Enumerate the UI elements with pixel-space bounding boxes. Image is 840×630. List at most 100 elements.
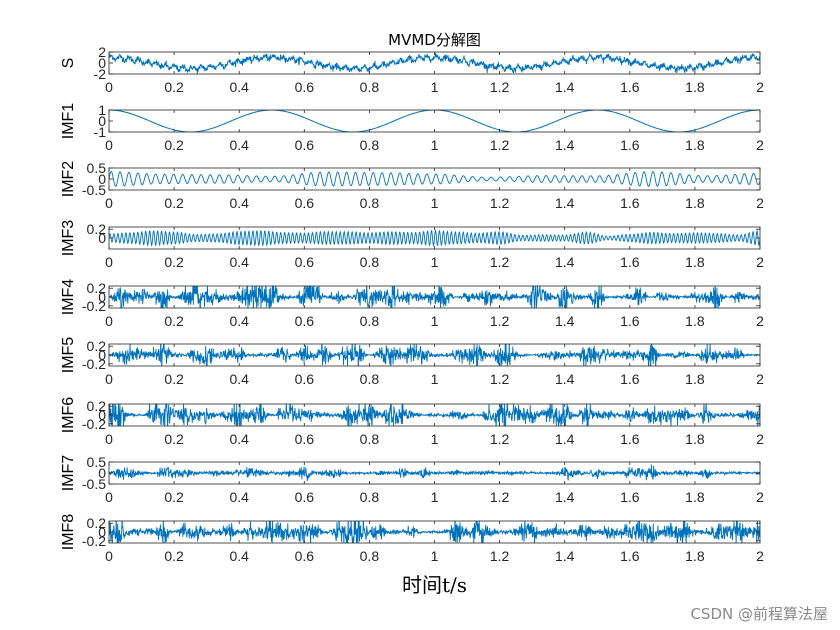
x-tick-label: 0.2 <box>164 313 184 329</box>
x-tick-label: 0.2 <box>164 195 184 211</box>
y-tick-label: -0.2 <box>82 416 106 432</box>
x-tick-label: 1 <box>431 548 439 564</box>
x-tick-label: 1.2 <box>490 195 510 211</box>
x-tick-label: 1.8 <box>685 195 705 211</box>
x-tick-label: 1.6 <box>620 371 640 387</box>
x-tick-label: 1.6 <box>620 548 640 564</box>
series-line-imf4 <box>109 286 760 308</box>
watermark: CSDN @前程算法屋 <box>690 605 828 623</box>
x-tick-label: 2 <box>756 431 764 447</box>
x-tick-label: 1.4 <box>555 254 575 270</box>
y-tick-label: -0.5 <box>82 182 106 198</box>
x-tick-label: 2 <box>756 254 764 270</box>
y-tick-label: 0.2 <box>87 280 107 296</box>
x-tick-label: 2 <box>756 371 764 387</box>
x-tick-label: 0.8 <box>360 548 380 564</box>
x-tick-label: 1.2 <box>490 254 510 270</box>
y-tick-label: -0.2 <box>82 356 106 372</box>
y-tick-label: 0.5 <box>87 454 107 470</box>
x-tick-label: 1.8 <box>685 137 705 153</box>
x-tick-label: 1 <box>431 254 439 270</box>
series-line-imf5 <box>109 344 760 366</box>
x-tick-label: 1.2 <box>490 431 510 447</box>
x-tick-label: 0.2 <box>164 431 184 447</box>
x-tick-label: 1 <box>431 79 439 95</box>
axes-box <box>108 167 761 191</box>
x-tick-label: 1.4 <box>555 137 575 153</box>
x-tick-label: 1 <box>431 371 439 387</box>
series-line-imf1 <box>109 110 760 132</box>
x-tick-label: 1.4 <box>555 548 575 564</box>
y-tick-label: 0.5 <box>87 160 107 176</box>
x-tick-label: 0.4 <box>229 548 249 564</box>
x-tick-label: 1.2 <box>490 313 510 329</box>
x-tick-label: 1 <box>431 313 439 329</box>
x-tick-label: 0.8 <box>360 431 380 447</box>
x-tick-label: 0.4 <box>229 431 249 447</box>
y-tick-label: -0.2 <box>82 298 106 314</box>
y-tick-label: 0 <box>98 347 106 363</box>
axes-box <box>108 109 761 133</box>
x-tick-label: 0.6 <box>295 371 315 387</box>
x-tick-label: 0.2 <box>164 254 184 270</box>
y-tick-label: -0.2 <box>82 533 106 549</box>
y-tick-label: 0.2 <box>87 398 107 414</box>
x-tick-label: 2 <box>756 489 764 505</box>
x-tick-label: 0.6 <box>295 79 315 95</box>
x-tick-label: 1.8 <box>685 431 705 447</box>
y-tick-label: 0.2 <box>87 515 107 531</box>
x-tick-label: 0 <box>105 489 113 505</box>
x-tick-label: 0.6 <box>295 137 315 153</box>
x-tick-label: 0.4 <box>229 79 249 95</box>
x-tick-label: 0.4 <box>229 371 249 387</box>
x-tick-label: 2 <box>756 137 764 153</box>
y-tick-label: 2 <box>98 44 106 60</box>
series-line-imf7 <box>109 464 760 482</box>
y-tick-label: 0 <box>98 524 106 540</box>
x-tick-label: 0.8 <box>360 79 380 95</box>
x-tick-label: 0.4 <box>229 489 249 505</box>
x-tick-label: 1.4 <box>555 371 575 387</box>
y-axis-label: IMF5 <box>60 337 77 374</box>
x-tick-label: 0.2 <box>164 137 184 153</box>
x-tick-label: 0.2 <box>164 371 184 387</box>
x-tick-label: 0.4 <box>229 195 249 211</box>
x-tick-label: 1.6 <box>620 431 640 447</box>
x-tick-label: 1 <box>431 137 439 153</box>
x-tick-label: 1.6 <box>620 79 640 95</box>
x-tick-label: 1.8 <box>685 313 705 329</box>
y-tick-label: 0 <box>98 465 106 481</box>
x-tick-label: 0.8 <box>360 137 380 153</box>
y-axis-label: IMF4 <box>60 279 77 316</box>
x-tick-label: 0.6 <box>295 195 315 211</box>
x-tick-label: 1.4 <box>555 489 575 505</box>
x-tick-label: 0.4 <box>229 254 249 270</box>
x-tick-label: 1.4 <box>555 313 575 329</box>
y-tick-label: 0.2 <box>87 221 107 237</box>
x-tick-label: 0.6 <box>295 548 315 564</box>
x-tick-label: 2 <box>756 313 764 329</box>
x-tick-label: 0.4 <box>229 137 249 153</box>
y-axis-label: IMF3 <box>60 220 77 257</box>
x-tick-label: 1.8 <box>685 548 705 564</box>
x-tick-label: 1.8 <box>685 489 705 505</box>
x-tick-label: 1.4 <box>555 79 575 95</box>
panel-s: 0 0.2 0.4 0.6 0.8 1 1.2 1.4 1.6 1.8 220-2S <box>60 44 764 95</box>
y-axis-label: IMF2 <box>60 161 77 198</box>
y-axis-label: IMF7 <box>60 455 77 492</box>
x-tick-label: 2 <box>756 195 764 211</box>
x-tick-label: 0.2 <box>164 79 184 95</box>
y-axis-label: IMF8 <box>60 514 77 551</box>
series-line-imf3 <box>109 229 760 247</box>
y-tick-label: 0 <box>98 407 106 423</box>
x-tick-label: 0 <box>105 195 113 211</box>
x-tick-label: 1 <box>431 431 439 447</box>
